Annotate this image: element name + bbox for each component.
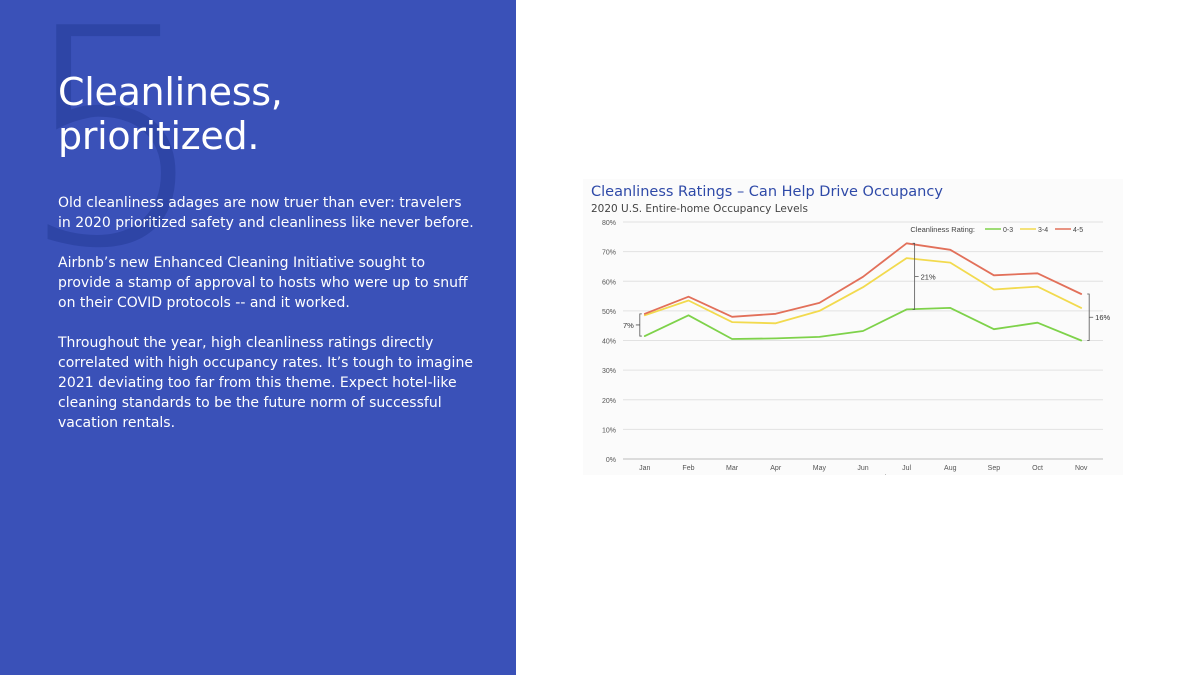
y-tick-label: 70% (602, 250, 616, 257)
y-tick-label: 50% (602, 309, 616, 316)
x-tick-label: Apr (770, 465, 782, 472)
left-panel: 5 Cleanliness, prioritized. Old cleanlin… (0, 0, 516, 675)
y-tick-label: 40% (602, 339, 616, 346)
y-tick-label: 80% (602, 220, 616, 227)
y-tick-label: 0% (606, 457, 616, 464)
x-tick-label: Mar (726, 465, 739, 472)
series-line-3-4 (643, 257, 1083, 325)
legend-label: 3-4 (1038, 227, 1048, 234)
legend-label: 0-3 (1003, 227, 1013, 234)
x-tick-label: Feb (682, 465, 694, 472)
x-tick-label: Jan (639, 465, 650, 472)
y-tick-label: 20% (602, 398, 616, 405)
gap-bracket (635, 313, 642, 337)
gap-annotation-label: 7% (623, 321, 634, 330)
x-tick-label: Sep (988, 465, 1001, 472)
legend-label: 4-5 (1073, 227, 1083, 234)
x-tick-label: May (813, 465, 827, 472)
x-tick-label: Oct (1032, 465, 1043, 472)
x-tick-label: Jun (857, 465, 868, 472)
chart-panel: Cleanliness Ratings – Can Help Drive Occ… (583, 179, 1123, 475)
x-tick-label: Nov (1075, 465, 1088, 472)
slide-title: Cleanliness, prioritized. (58, 70, 283, 158)
gap-annotation-label: 21% (921, 272, 936, 281)
gap-bracket (912, 242, 919, 310)
y-tick-label: 10% (602, 427, 616, 434)
x-axis-label: 2020 Month (849, 473, 889, 475)
body-copy: Old cleanliness adages are now truer tha… (58, 193, 478, 453)
series-line-0-3 (643, 306, 1083, 342)
chart-subtitle: 2020 U.S. Entire-home Occupancy Levels (591, 203, 808, 215)
gap-annotation-label: 16% (1095, 313, 1110, 322)
x-tick-label: Jul (902, 465, 911, 472)
gap-bracket (1087, 293, 1094, 341)
slide-number: 5 (18, 0, 209, 314)
paragraph-2: Airbnb’s new Enhanced Cleaning Initiativ… (58, 255, 468, 311)
legend-title: Cleanliness Rating: (910, 225, 975, 234)
y-tick-label: 30% (602, 368, 616, 375)
paragraph-1: Old cleanliness adages are now truer tha… (58, 195, 474, 231)
y-tick-label: 60% (602, 279, 616, 286)
paragraph-3: Throughout the year, high cleanliness ra… (58, 335, 473, 431)
series-line-4-5 (643, 242, 1083, 318)
occupancy-line-chart: 0% 10% 20% 30% 40% 50% 60% 70% 80% Jan Feb Mar Apr Ma… (602, 220, 1111, 475)
chart-title: Cleanliness Ratings – Can Help Drive Occ… (591, 184, 943, 200)
x-tick-label: Aug (944, 465, 957, 472)
